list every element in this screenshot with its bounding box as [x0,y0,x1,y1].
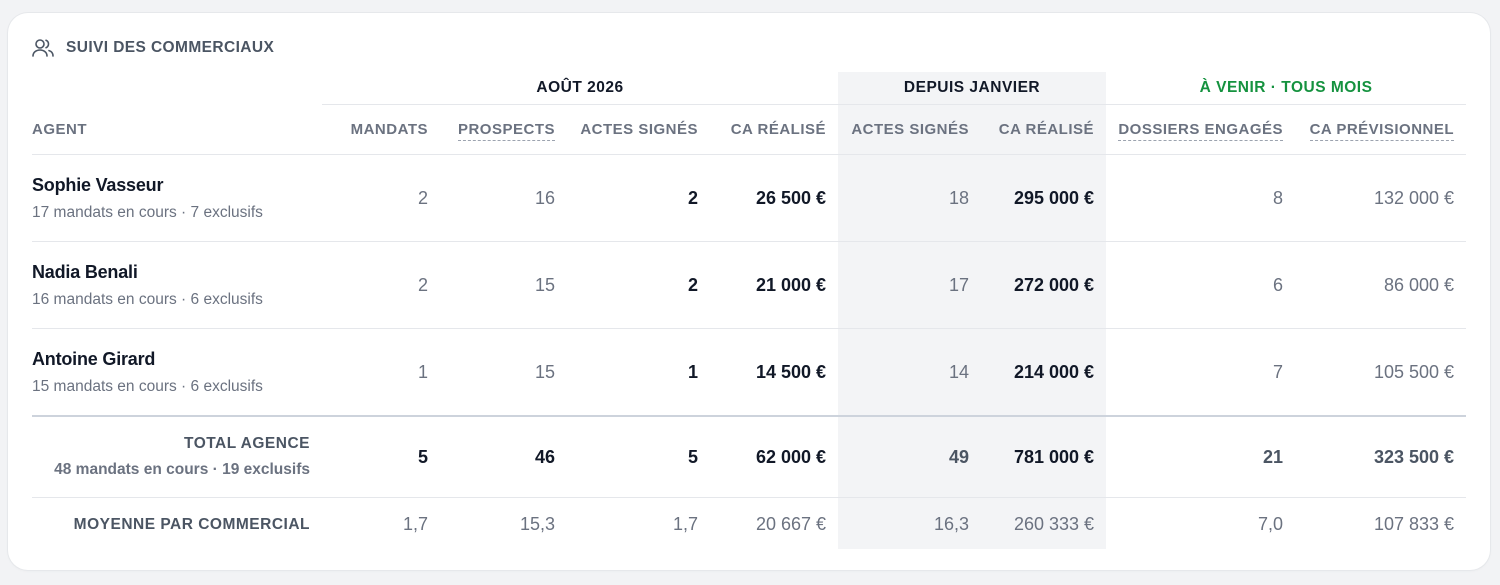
average-row: MOYENNE PAR COMMERCIAL 1,7 15,3 1,7 20 6… [32,498,1466,552]
total-mandates-summary: 48 mandats en cours · 19 exclusifs [54,461,310,478]
total-mandats: 5 [322,416,440,498]
total-actes-month: 5 [567,416,710,498]
cell-mandats: 1 [322,328,440,417]
agent-mandates-summary: 16 mandats en cours · 6 exclusifs [32,290,263,308]
table-row[interactable]: Antoine Girard 15 mandats en cours · 6 e… [32,328,1467,417]
agent-cell: Nadia Benali 16 mandats en cours · 6 exc… [32,241,322,329]
sales-tracking-card: SUIVI DES COMMERCIAUX AOÛT 2026 DEPUIS J… [8,13,1490,570]
cell-ca-month: 21 000 € [710,241,839,329]
average-cell: MOYENNE PAR COMMERCIAL [32,498,322,552]
col-ca-prev-label[interactable]: CA PRÉVISIONNEL [1309,121,1455,141]
col-dossiers-label[interactable]: DOSSIERS ENGAGÉS [1118,121,1284,141]
agent-name: Sophie Vasseur [32,174,164,195]
agent-cell: Antoine Girard 15 mandats en cours · 6 e… [32,328,322,417]
agent-name: Nadia Benali [32,261,138,282]
total-cell: TOTAL AGENCE 48 mandats en cours · 19 ex… [32,416,322,498]
table-row[interactable]: Sophie Vasseur 17 mandats en cours · 7 e… [32,154,1467,242]
cell-dossiers: 8 [1106,154,1296,242]
cell-ca-prev: 86 000 € [1295,241,1467,329]
column-header-row: AGENT MANDATS PROSPECTS ACTES SIGNÉS CA … [32,104,1467,155]
col-ca-month: CA RÉALISÉ [710,104,839,155]
total-actes-ytd: 49 [838,416,982,498]
total-ca-ytd: 781 000 € [981,416,1107,498]
group-header-upcoming: À VENIR · TOUS MOIS [1106,72,1467,105]
total-dossiers: 21 [1106,416,1296,498]
cell-ca-prev: 105 500 € [1295,328,1467,417]
cell-ca-ytd: 214 000 € [981,328,1107,417]
avg-dossiers: 7,0 [1258,514,1284,534]
cell-mandats: 2 [322,154,440,242]
col-mandats: MANDATS [322,104,440,155]
total-ca-prev: 323 500 € [1295,416,1467,498]
agent-cell: Sophie Vasseur 17 mandats en cours · 7 e… [32,154,322,242]
group-header-row: AOÛT 2026 DEPUIS JANVIER À VENIR · TOUS … [32,72,1467,105]
agent-mandates-summary: 17 mandats en cours · 7 exclusifs [32,203,263,221]
col-dossiers[interactable]: DOSSIERS ENGAGÉS [1106,104,1296,155]
col-agent: AGENT [32,104,322,155]
cell-prospects: 16 [440,154,567,242]
avg-ca-month: 20 667 € [755,514,827,534]
cell-actes-ytd: 18 [838,154,982,242]
cell-ca-month: 26 500 € [710,154,839,242]
cell-actes-month: 2 [567,154,710,242]
avg-actes-ytd: 16,3 [933,514,970,534]
avg-prospects: 15,3 [519,514,555,534]
cell-dossiers: 7 [1106,328,1296,417]
cell-ca-prev: 132 000 € [1295,154,1467,242]
cell-dossiers: 6 [1106,241,1296,329]
col-actes-month: ACTES SIGNÉS [567,104,710,155]
cell-actes-month: 2 [567,241,710,329]
total-ca-month: 62 000 € [710,416,839,498]
group-header-month: AOÛT 2026 [322,72,839,105]
group-header-ytd: DEPUIS JANVIER [838,72,1107,105]
cell-ca-ytd: 295 000 € [981,154,1107,242]
avg-ca-ytd: 260 333 € [1013,514,1095,534]
cell-actes-ytd: 14 [838,328,982,417]
agent-mandates-summary: 15 mandats en cours · 6 exclusifs [32,377,263,395]
agent-name: Antoine Girard [32,348,156,369]
cell-mandats: 2 [322,241,440,329]
cell-prospects: 15 [440,241,567,329]
card-title: SUIVI DES COMMERCIAUX [66,39,275,56]
avg-actes-month: 1,7 [672,514,698,534]
cell-actes-month: 1 [567,328,710,417]
users-icon [32,38,54,58]
col-ca-ytd: CA RÉALISÉ [981,104,1107,155]
group-header-blank [32,72,322,105]
total-label: TOTAL AGENCE [184,435,310,452]
card-header: SUIVI DES COMMERCIAUX [32,37,274,59]
col-actes-ytd: ACTES SIGNÉS [838,104,982,155]
avg-mandats: 1,7 [402,514,428,534]
avg-ca-prev: 107 833 € [1373,514,1455,534]
col-prospects[interactable]: PROSPECTS [440,104,567,155]
col-prospects-label[interactable]: PROSPECTS [457,121,555,141]
cell-prospects: 15 [440,328,567,417]
table-row[interactable]: Nadia Benali 16 mandats en cours · 6 exc… [32,241,1467,329]
col-ca-prev[interactable]: CA PRÉVISIONNEL [1295,104,1467,155]
average-label: MOYENNE PAR COMMERCIAL [73,515,310,533]
cell-ca-month: 14 500 € [710,328,839,417]
cell-actes-ytd: 17 [838,241,982,329]
cell-ca-ytd: 272 000 € [981,241,1107,329]
total-prospects: 46 [440,416,567,498]
sales-table: AOÛT 2026 DEPUIS JANVIER À VENIR · TOUS … [32,72,1467,552]
total-row: TOTAL AGENCE 48 mandats en cours · 19 ex… [32,416,1467,498]
